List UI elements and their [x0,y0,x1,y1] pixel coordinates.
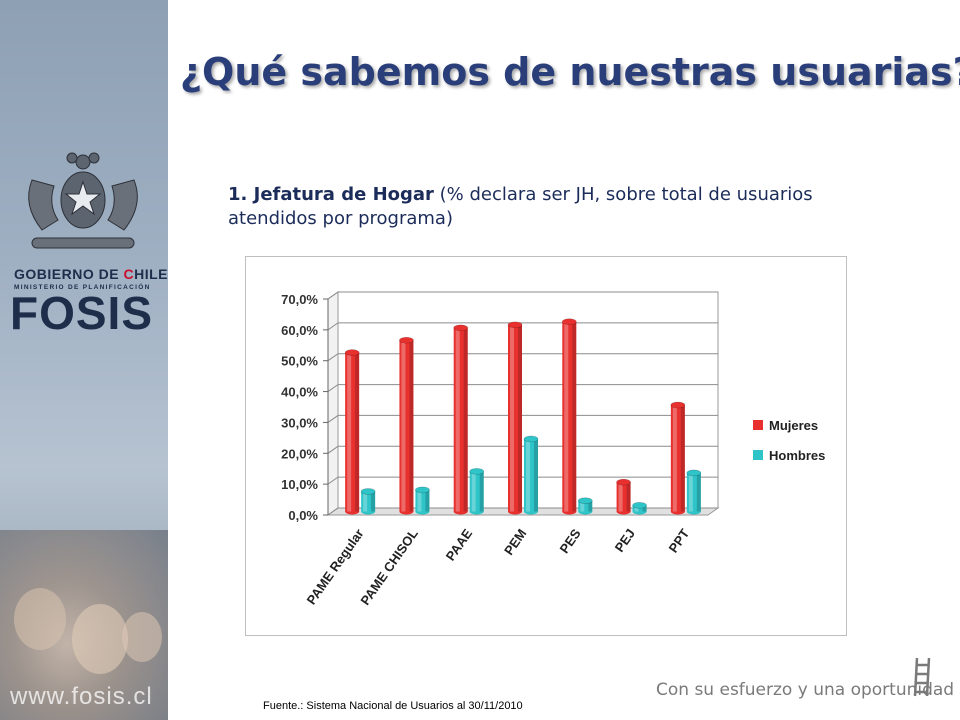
x-tick-label: PAME Regular [303,526,366,607]
ministerio-label: MINISTERIO DE PLANIFICACIÓN [14,284,151,291]
x-tick-label: PAME CHISOL [357,526,421,608]
bar-hombres [686,469,702,515]
subtitle-rest: (% declara ser JH, sobre total de usuari… [228,184,813,229]
gobierno-label-hile: HILE [134,266,168,282]
y-tick-label: 60,0% [281,323,318,338]
gridline [327,384,718,392]
bar-mujeres [616,478,631,515]
legend-label: Hombres [769,448,825,463]
bar-mujeres [507,321,523,515]
subtitle-bold: 1. Jefatura de Hogar [228,184,434,205]
x-tick-label: PEJ [612,526,638,555]
y-tick-label: 10,0% [281,477,318,492]
bar-hombres [523,435,539,515]
legend-label: Mujeres [769,418,818,433]
bar-chart: 0,0% 10,0% 20,0% 30,0% 40,0% 50,0% 60,0% 70,0% P… [281,291,825,608]
gobierno-label-c: C [123,266,135,282]
photo-face [72,604,128,674]
gridline [327,414,718,423]
ladder-icon [913,657,931,697]
chart-floor [326,507,720,516]
gridline [327,476,718,485]
bar-mujeres [344,349,360,515]
chart-subtitle: 1. Jefatura de Hogar (% declara ser JH, … [228,183,828,231]
x-tick-label: PAAE [443,526,476,564]
bar-hombres [632,502,647,515]
bar-mujeres [670,401,686,515]
bar-mujeres [399,336,414,515]
y-tick-label: 0,0% [288,508,318,523]
sidebar-panel: GOBIERNO DE CHILE MINISTERIO DE PLANIFIC… [0,0,168,720]
y-tick-label: 70,0% [281,292,318,307]
bar-hombres [360,488,376,515]
photo-face [122,612,162,662]
bar-mujeres [453,324,469,515]
fosis-logo: FOSIS [10,287,154,339]
website-url: www.fosis.cl [10,683,153,710]
y-tick-label: 40,0% [281,385,318,400]
y-tick-label: 50,0% [281,354,318,369]
bar-hombres [415,486,430,515]
photo-face [14,588,66,650]
gridline [327,353,718,362]
y-tick-label: 30,0% [281,415,318,430]
source-note: Fuente.: Sistema Nacional de Usuarios al… [263,700,523,712]
x-tick-label: PES [557,526,584,556]
bar-mujeres [561,318,577,515]
chart-container: 0,0% 10,0% 20,0% 30,0% 40,0% 50,0% 60,0% 70,0% P… [245,256,847,636]
slogan: Con su esfuerzo y una oportunidad [656,680,955,700]
y-tick-label: 20,0% [281,446,318,461]
gobierno-de-chile-label: GOBIERNO DE CHILE [14,266,168,282]
side-wall [327,291,339,516]
legend-swatch [753,450,763,460]
legend-swatch [753,420,763,430]
gridline [327,445,718,454]
slide-title: ¿Qué sabemos de nuestras usuarias? [180,50,960,94]
x-tick-label: PEM [501,526,529,558]
gridline [327,322,718,331]
gridline [327,291,718,300]
bar-hombres [577,497,593,515]
gobierno-label-a: GOBIERNO DE [14,266,124,282]
chile-coat-of-arms-icon [28,152,138,249]
bar-hombres [469,468,485,515]
x-tick-label: PPT [666,526,693,555]
